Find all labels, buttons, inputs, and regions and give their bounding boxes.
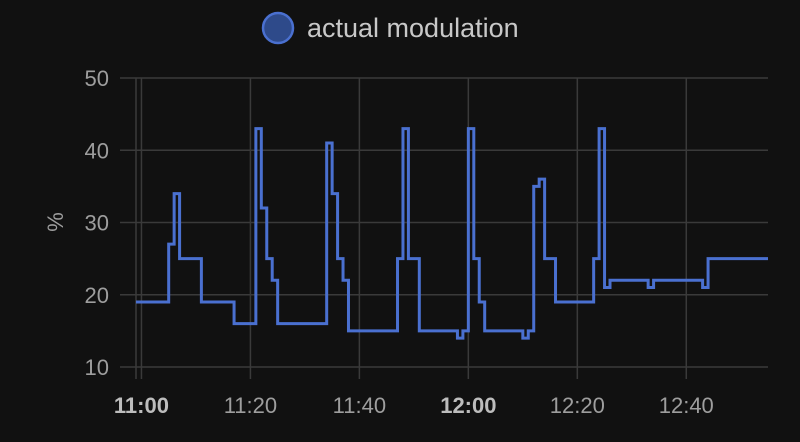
x-tick-label: 11:40 — [333, 393, 386, 418]
legend[interactable]: actual modulation — [261, 11, 519, 45]
x-tick-label: 12:00 — [440, 393, 496, 418]
legend-swatch-actual-modulation — [261, 11, 295, 45]
grid — [120, 77, 768, 379]
y-tick-label: 10 — [85, 355, 109, 380]
legend-label-actual-modulation: actual modulation — [307, 13, 519, 43]
series-line-actual-modulation[interactable] — [136, 127, 768, 340]
y-tick-label: 30 — [85, 211, 109, 236]
y-tick-label: 20 — [85, 283, 109, 308]
plot-area[interactable] — [136, 127, 768, 340]
x-tick-label: 12:20 — [550, 393, 605, 418]
y-ticks: 10 20 30 40 50 — [85, 66, 109, 380]
x-tick-label: 11:20 — [224, 393, 277, 418]
x-tick-label: 11:00 — [114, 393, 169, 418]
y-tick-label: 40 — [85, 138, 109, 163]
y-tick-label: 50 — [85, 66, 109, 91]
x-tick-label: 12:40 — [659, 393, 714, 418]
y-axis-label: % — [43, 212, 68, 232]
x-ticks: 11:00 11:20 11:40 12:00 12:20 12:40 — [114, 393, 714, 418]
